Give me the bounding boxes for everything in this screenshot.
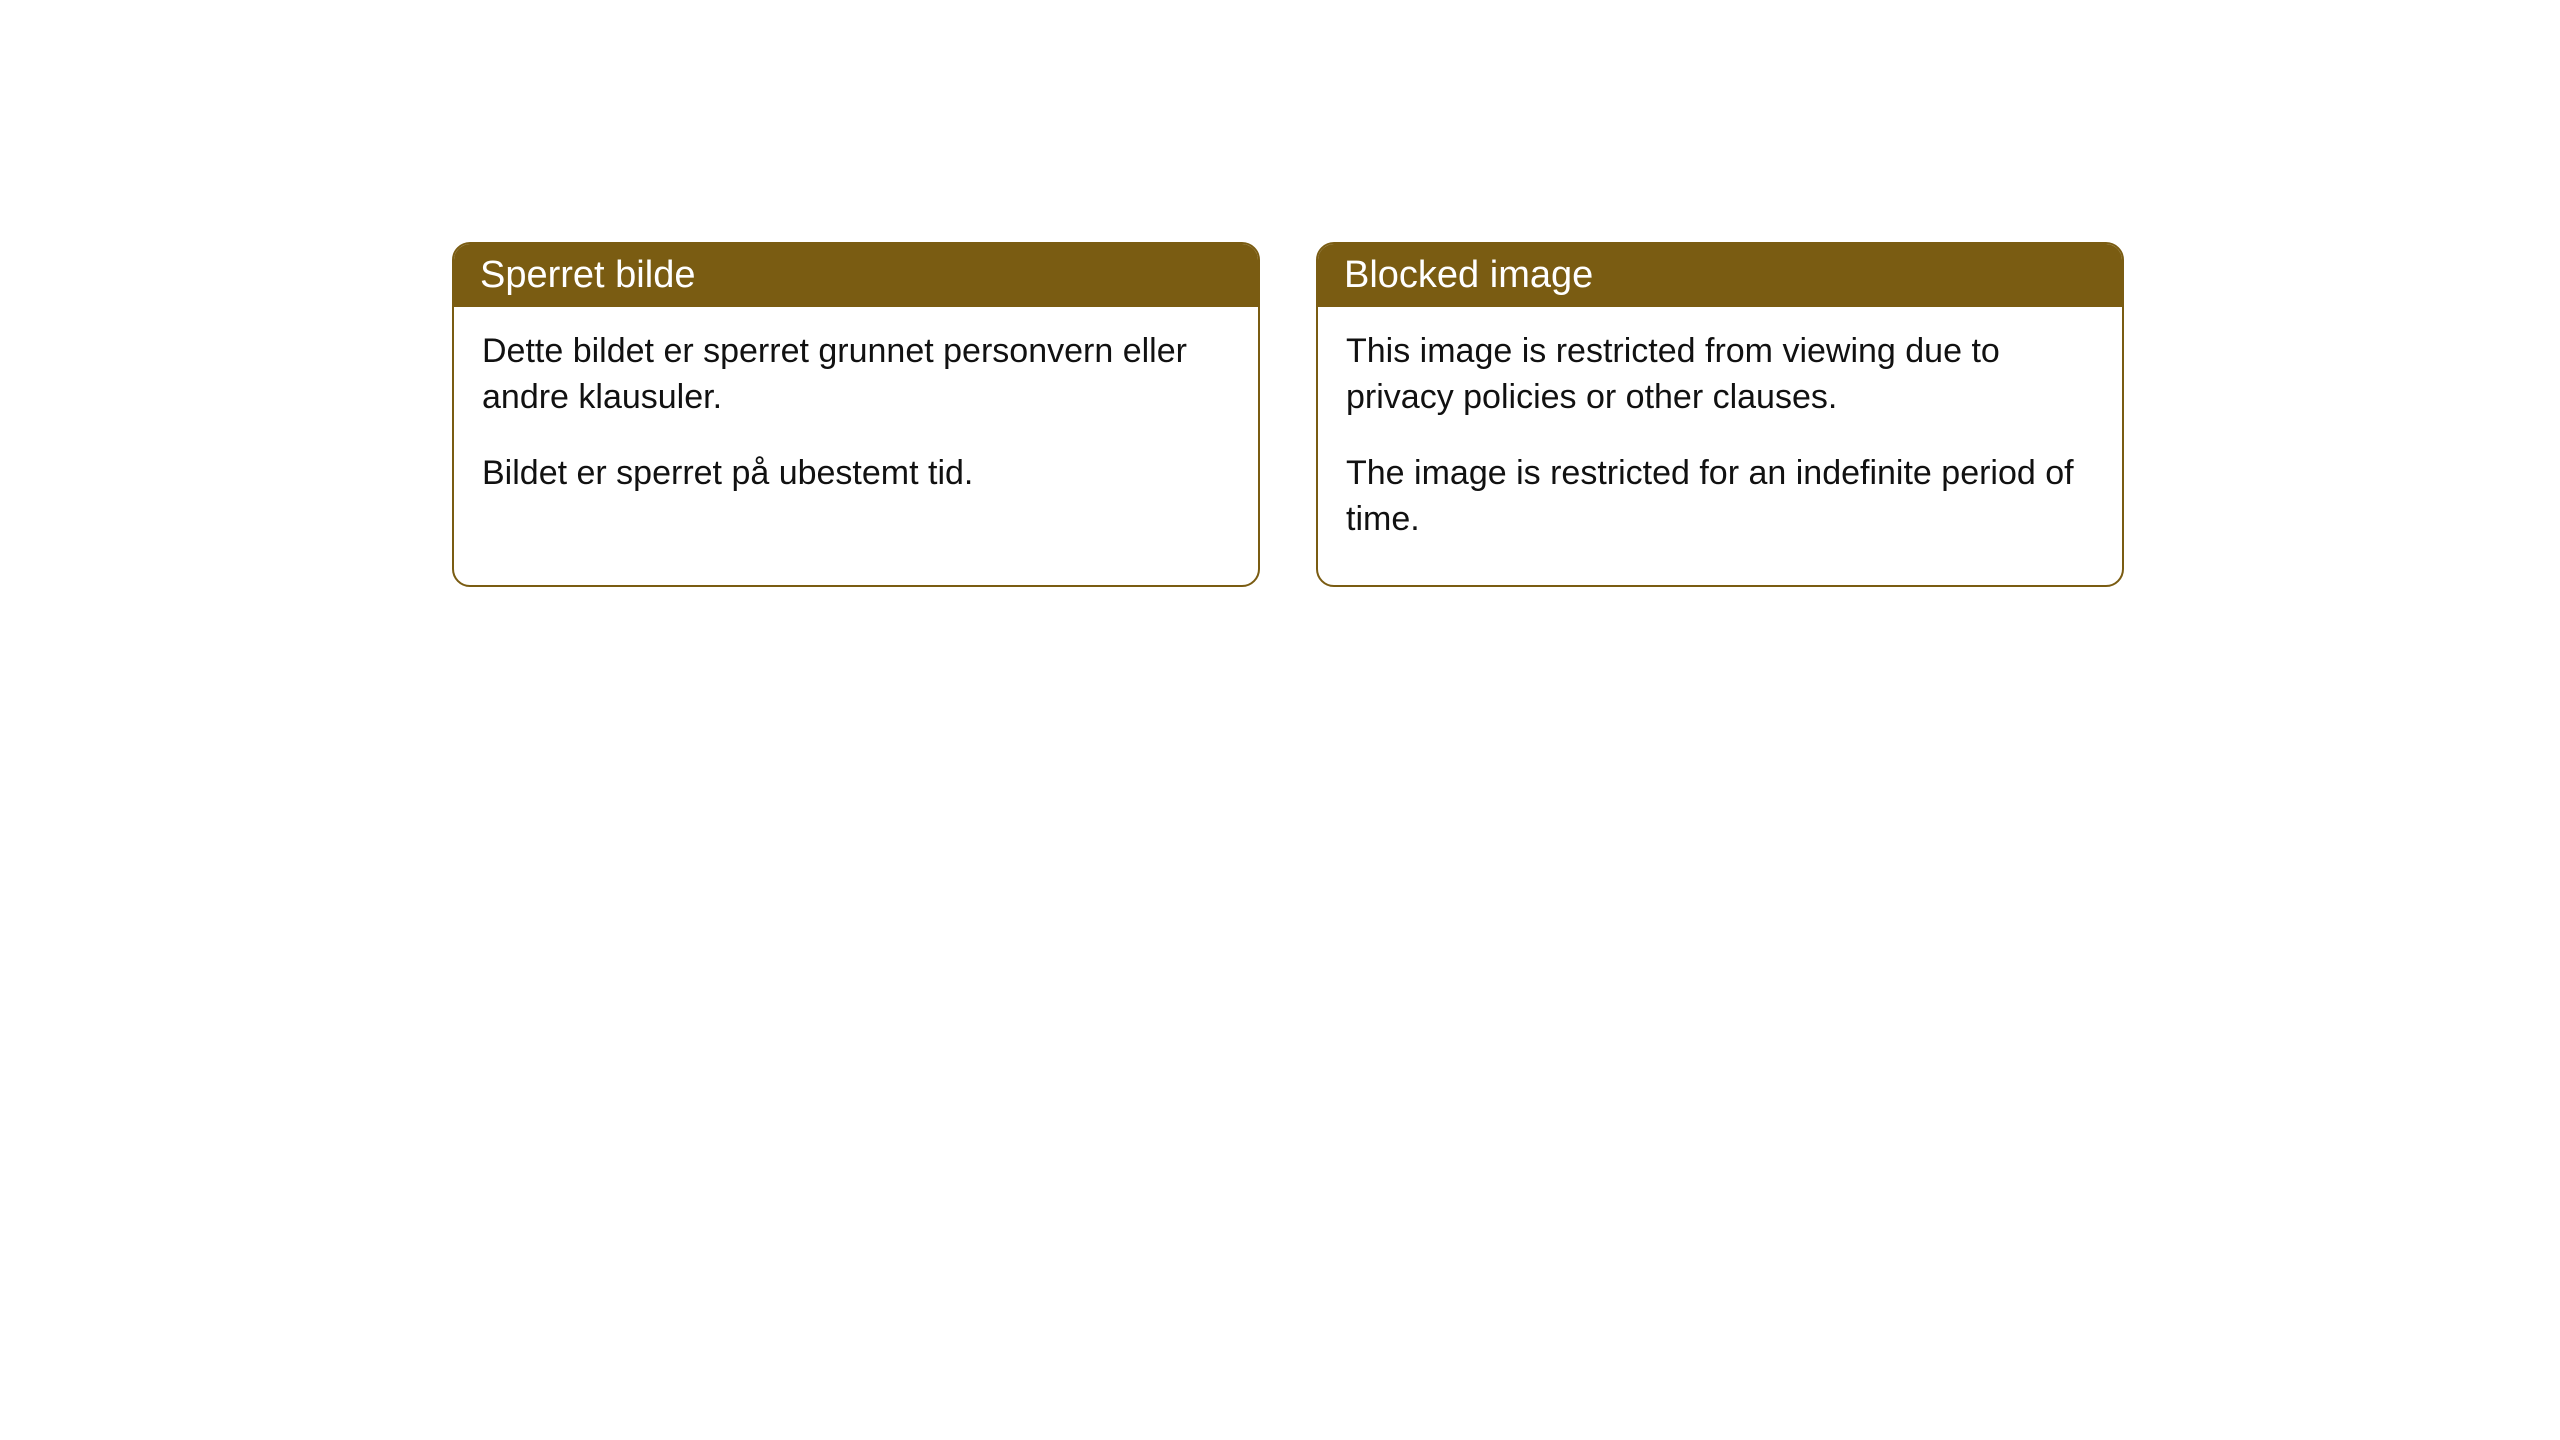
- card-header: Sperret bilde: [454, 244, 1258, 307]
- card-paragraph: This image is restricted from viewing du…: [1346, 329, 2094, 421]
- blocked-image-card-en: Blocked image This image is restricted f…: [1316, 242, 2124, 587]
- card-body: This image is restricted from viewing du…: [1318, 307, 2122, 585]
- card-paragraph: The image is restricted for an indefinit…: [1346, 451, 2094, 543]
- card-header: Blocked image: [1318, 244, 2122, 307]
- notice-cards-container: Sperret bilde Dette bildet er sperret gr…: [452, 242, 2124, 587]
- card-paragraph: Bildet er sperret på ubestemt tid.: [482, 451, 1230, 497]
- card-paragraph: Dette bildet er sperret grunnet personve…: [482, 329, 1230, 421]
- card-body: Dette bildet er sperret grunnet personve…: [454, 307, 1258, 539]
- blocked-image-card-no: Sperret bilde Dette bildet er sperret gr…: [452, 242, 1260, 587]
